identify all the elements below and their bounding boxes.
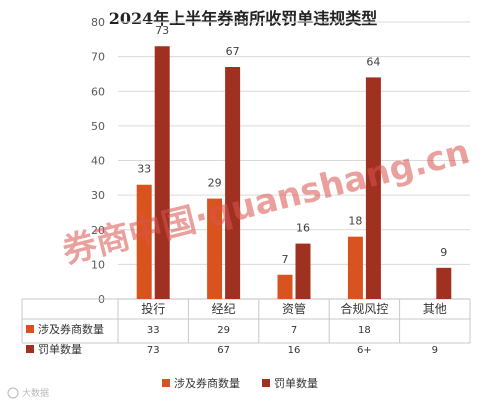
table-cell: 7 — [291, 325, 297, 336]
table-series-swatch — [26, 345, 34, 353]
watermark-text: 券商中国·quanshang.cn — [59, 132, 474, 272]
table-cell: 29 — [217, 325, 230, 336]
legend-label: 涉及券商数量 — [174, 376, 240, 390]
data-label: 73 — [155, 24, 169, 37]
table-cell: 16 — [288, 345, 301, 356]
chart-title: 2024年上半年券商所收罚单违规类型 — [109, 9, 378, 28]
data-label: 67 — [226, 45, 240, 58]
legend-label: 罚单数量 — [274, 377, 318, 390]
table-cell: 6+ — [357, 345, 372, 356]
data-label: 29 — [208, 177, 222, 190]
table-cell: 9 — [432, 345, 438, 356]
bar-tickets — [436, 268, 451, 299]
data-label: 33 — [137, 163, 151, 176]
table-series-name: 罚单数量 — [38, 343, 82, 356]
data-label: 16 — [296, 222, 310, 235]
table-cell: 18 — [358, 325, 371, 336]
x-category-label: 经纪 — [212, 302, 236, 316]
bar-tickets — [296, 244, 311, 299]
y-tick-label: 80 — [91, 16, 105, 29]
bar-tickets — [225, 67, 240, 299]
legend-swatch — [162, 379, 170, 387]
x-category-label: 资管 — [282, 301, 306, 316]
legend-swatch — [262, 379, 270, 387]
y-tick-label: 50 — [91, 120, 105, 133]
x-category-label: 合规风控 — [340, 301, 388, 316]
y-tick-label: 30 — [91, 189, 105, 202]
x-category-label: 其他 — [423, 302, 447, 316]
y-tick-label: 60 — [91, 85, 105, 98]
data-label: 9 — [440, 246, 447, 259]
bar-tickets — [155, 46, 170, 299]
data-label: 64 — [366, 55, 380, 68]
data-label: 18 — [348, 215, 362, 228]
y-tick-label: 70 — [91, 51, 105, 64]
table-cell: 33 — [147, 325, 160, 336]
data-label: 7 — [282, 253, 289, 266]
x-category-label: 投行 — [141, 301, 165, 316]
table-series-name: 涉及券商数量 — [38, 322, 104, 336]
brand-logo-icon — [8, 388, 18, 398]
table-cell: 67 — [217, 345, 230, 356]
y-tick-label: 40 — [91, 155, 105, 168]
table-cell: 73 — [147, 345, 160, 356]
table-series-swatch — [26, 325, 34, 333]
bar-brokers — [348, 237, 363, 299]
brand-label: 大数据 — [22, 387, 49, 399]
bar-brokers — [278, 275, 293, 299]
